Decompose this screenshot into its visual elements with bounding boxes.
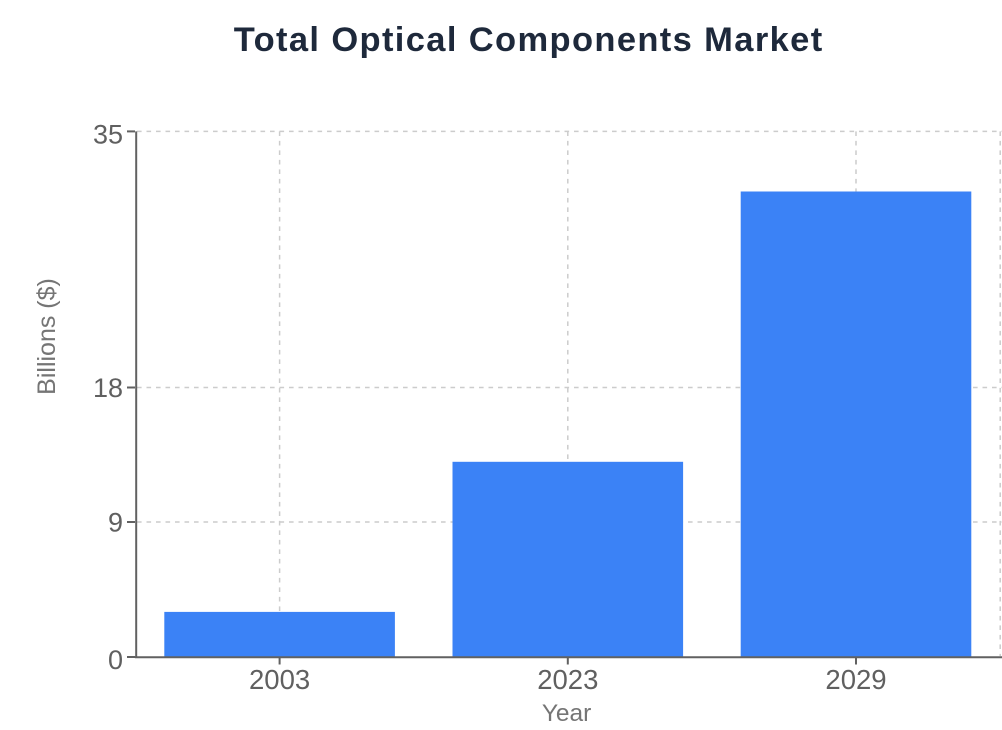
svg-text:Billions ($): Billions ($): [33, 278, 61, 395]
svg-text:0: 0: [108, 645, 123, 675]
svg-text:35: 35: [93, 120, 123, 150]
svg-text:Year: Year: [542, 700, 592, 727]
svg-text:2029: 2029: [825, 664, 886, 695]
svg-text:18: 18: [93, 373, 123, 403]
svg-text:9: 9: [108, 508, 123, 538]
svg-text:Total Optical Components Marke: Total Optical Components Market: [234, 21, 823, 59]
svg-text:2003: 2003: [249, 664, 310, 695]
svg-text:2023: 2023: [537, 664, 598, 695]
